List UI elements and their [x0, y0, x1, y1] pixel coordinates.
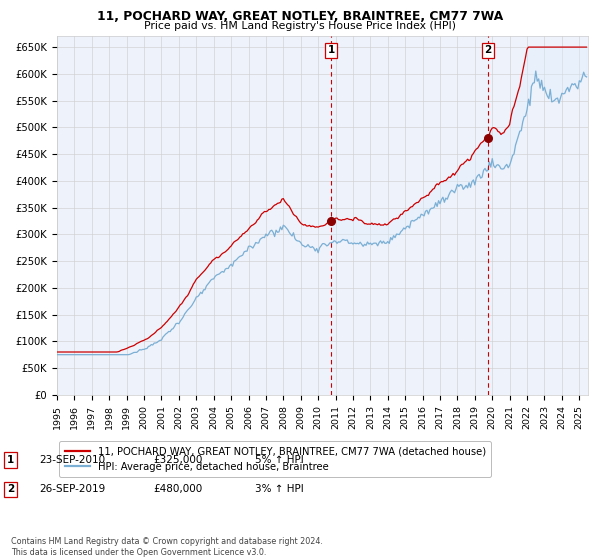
Text: 2: 2 — [7, 484, 14, 494]
Text: 1: 1 — [7, 455, 14, 465]
Text: £480,000: £480,000 — [153, 484, 202, 494]
Text: 5% ↑ HPI: 5% ↑ HPI — [255, 455, 304, 465]
Text: 23-SEP-2010: 23-SEP-2010 — [39, 455, 105, 465]
Text: 26-SEP-2019: 26-SEP-2019 — [39, 484, 105, 494]
Text: 3% ↑ HPI: 3% ↑ HPI — [255, 484, 304, 494]
Text: 11, POCHARD WAY, GREAT NOTLEY, BRAINTREE, CM77 7WA: 11, POCHARD WAY, GREAT NOTLEY, BRAINTREE… — [97, 10, 503, 23]
Text: Price paid vs. HM Land Registry's House Price Index (HPI): Price paid vs. HM Land Registry's House … — [144, 21, 456, 31]
Text: 2: 2 — [484, 45, 491, 55]
Text: 1: 1 — [328, 45, 335, 55]
Text: £325,000: £325,000 — [153, 455, 202, 465]
Legend: 11, POCHARD WAY, GREAT NOTLEY, BRAINTREE, CM77 7WA (detached house), HPI: Averag: 11, POCHARD WAY, GREAT NOTLEY, BRAINTREE… — [59, 441, 491, 477]
Text: Contains HM Land Registry data © Crown copyright and database right 2024.
This d: Contains HM Land Registry data © Crown c… — [11, 537, 323, 557]
